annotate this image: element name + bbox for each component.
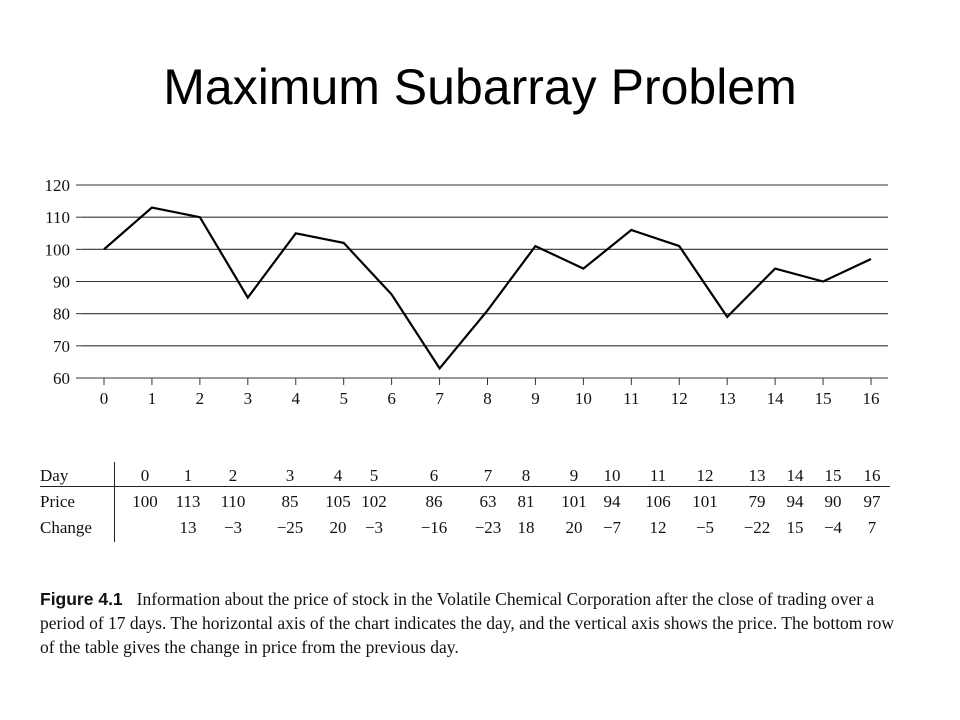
slide-title: Maximum Subarray Problem xyxy=(163,59,797,115)
figure-caption-text: Information about the price of stock in … xyxy=(40,589,895,657)
x-tick-label: 0 xyxy=(100,389,109,408)
x-tick-label: 6 xyxy=(387,389,396,408)
x-tick-label: 10 xyxy=(575,389,592,408)
x-tick-label: 16 xyxy=(863,389,880,408)
x-tick-label: 12 xyxy=(671,389,688,408)
x-tick-label: 14 xyxy=(767,389,785,408)
price-line xyxy=(103,206,872,371)
y-tick-label: 70 xyxy=(53,337,70,356)
figure-label: Figure 4.1 xyxy=(40,589,123,609)
x-tick-label: 15 xyxy=(815,389,832,408)
x-tick-label: 2 xyxy=(196,389,205,408)
x-tick-label: 7 xyxy=(435,389,444,408)
figure-caption: Figure 4.1 Information about the price of… xyxy=(40,587,900,659)
y-tick-label: 80 xyxy=(53,305,70,324)
y-tick-label: 100 xyxy=(45,240,71,259)
x-tick-label: 1 xyxy=(148,389,157,408)
price-series xyxy=(103,206,872,371)
x-tick-label: 3 xyxy=(244,389,253,408)
x-tick-label: 13 xyxy=(719,389,736,408)
y-tick-label: 120 xyxy=(45,176,71,195)
y-tick-label: 90 xyxy=(53,273,70,292)
chart-gridlines xyxy=(82,184,888,379)
x-tick-label: 11 xyxy=(623,389,639,408)
x-tick-label: 8 xyxy=(483,389,492,408)
x-axis: 0 1 2 3 4 5 6 7 8 9 10 11 12 13 14 15 16 xyxy=(82,377,888,408)
y-tick-label: 110 xyxy=(45,208,70,227)
x-tick-label: 5 xyxy=(339,389,348,408)
y-tick-label: 60 xyxy=(53,369,70,388)
x-tick-label: 4 xyxy=(292,389,301,408)
y-axis-ticks: 60 70 80 90 100 110 120 xyxy=(45,176,82,388)
x-tick-label: 9 xyxy=(531,389,540,408)
